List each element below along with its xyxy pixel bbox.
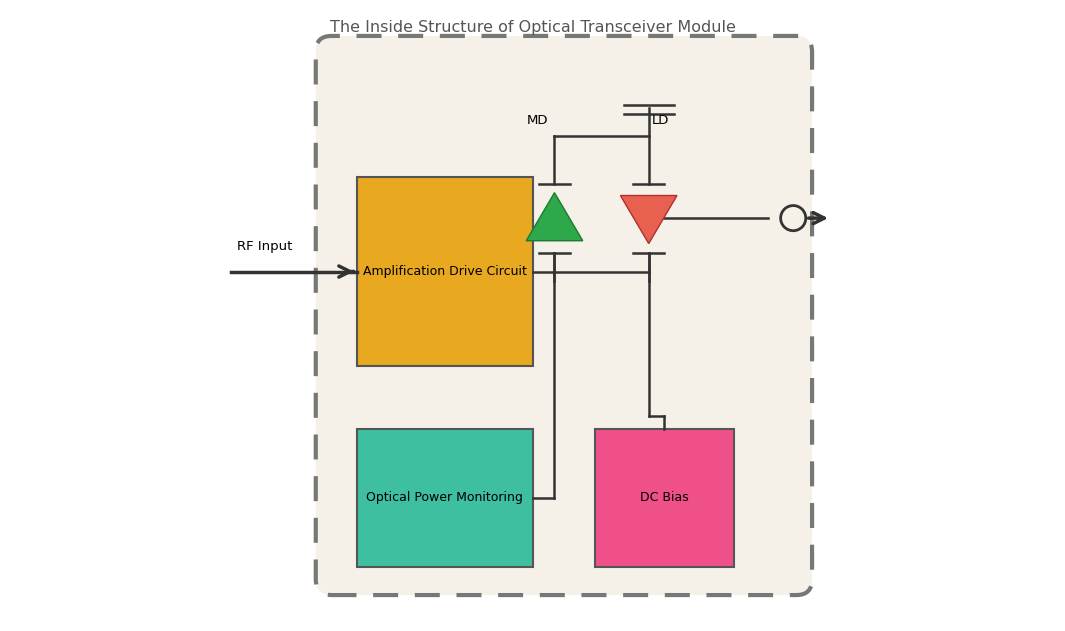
Text: Amplification Drive Circuit: Amplification Drive Circuit (362, 265, 526, 278)
Text: MD: MD (527, 114, 548, 127)
Text: Optical Power Monitoring: Optical Power Monitoring (366, 491, 523, 504)
Polygon shape (621, 196, 677, 244)
Polygon shape (526, 192, 583, 241)
Text: The Inside Structure of Optical Transceiver Module: The Inside Structure of Optical Transcei… (329, 20, 736, 35)
Text: RF Input: RF Input (237, 240, 293, 252)
Text: DC Bias: DC Bias (640, 491, 689, 504)
Text: LD: LD (652, 114, 669, 127)
FancyBboxPatch shape (315, 36, 812, 595)
Bar (357, 177, 532, 366)
Bar (357, 428, 532, 567)
Bar (595, 428, 734, 567)
